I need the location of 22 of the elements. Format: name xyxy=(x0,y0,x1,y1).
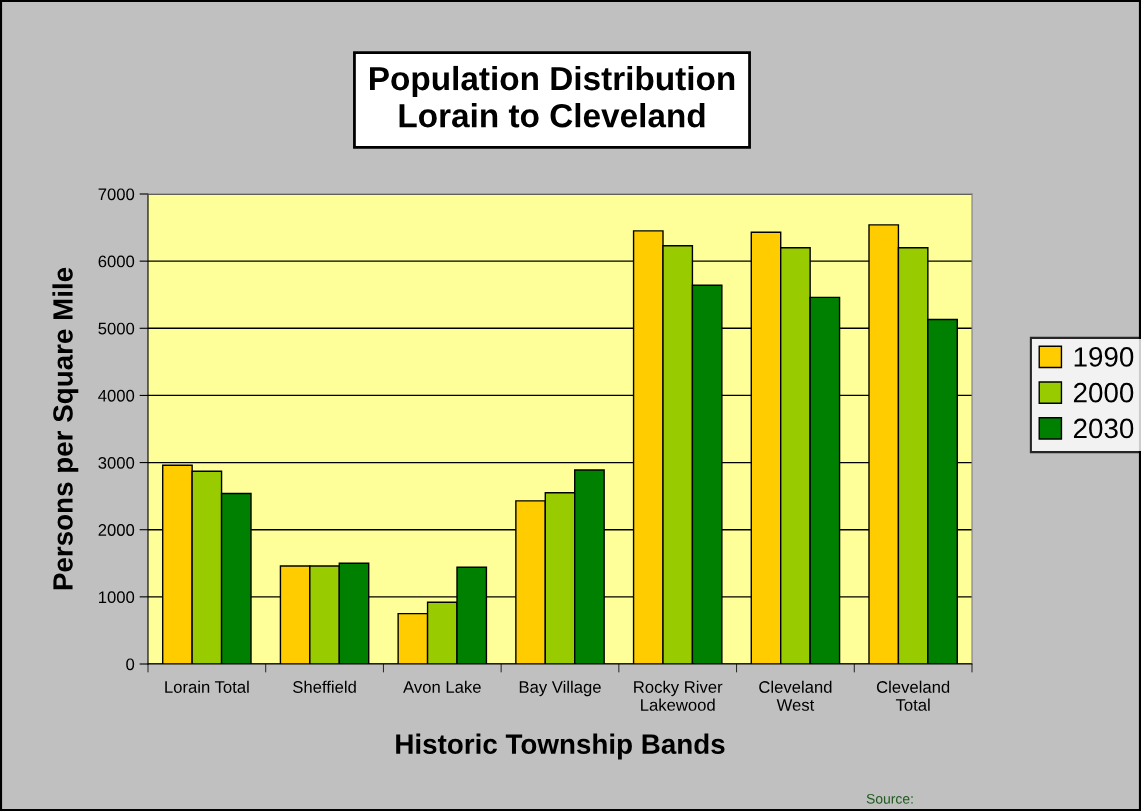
y-tick-label: 5000 xyxy=(98,322,135,335)
y-tick-label: 6000 xyxy=(98,255,135,268)
x-tick-label: Cleveland Total xyxy=(876,680,950,711)
chart-title: Population Distribution Lorain to Cleveland xyxy=(370,65,735,128)
x-tick-label: Sheffield xyxy=(293,680,356,693)
x-axis-title: Historic Township Bands xyxy=(396,733,725,760)
legend-label: 2000 xyxy=(1073,382,1134,403)
y-tick-label: 1000 xyxy=(99,591,135,604)
x-tick-label: Lorain Total xyxy=(165,680,249,693)
y-axis-title: Persons per Square Mile xyxy=(52,267,79,590)
x-tick-label: Rocky River Lakewood xyxy=(634,680,723,711)
y-tick-label: 3000 xyxy=(98,456,135,469)
x-tick-label: Avon Lake xyxy=(403,680,481,693)
y-tick-label: 4000 xyxy=(98,389,135,402)
x-tick-label: Cleveland West xyxy=(759,680,832,711)
y-tick-label: 0 xyxy=(126,658,135,671)
source-note: Source: xyxy=(866,793,913,804)
x-tick-label: Bay Village xyxy=(519,680,601,697)
legend-label: 1990 xyxy=(1074,347,1134,367)
legend-label: 2030 xyxy=(1073,418,1134,439)
y-tick-label: 7000 xyxy=(98,188,135,201)
y-tick-label: 2000 xyxy=(98,524,135,536)
